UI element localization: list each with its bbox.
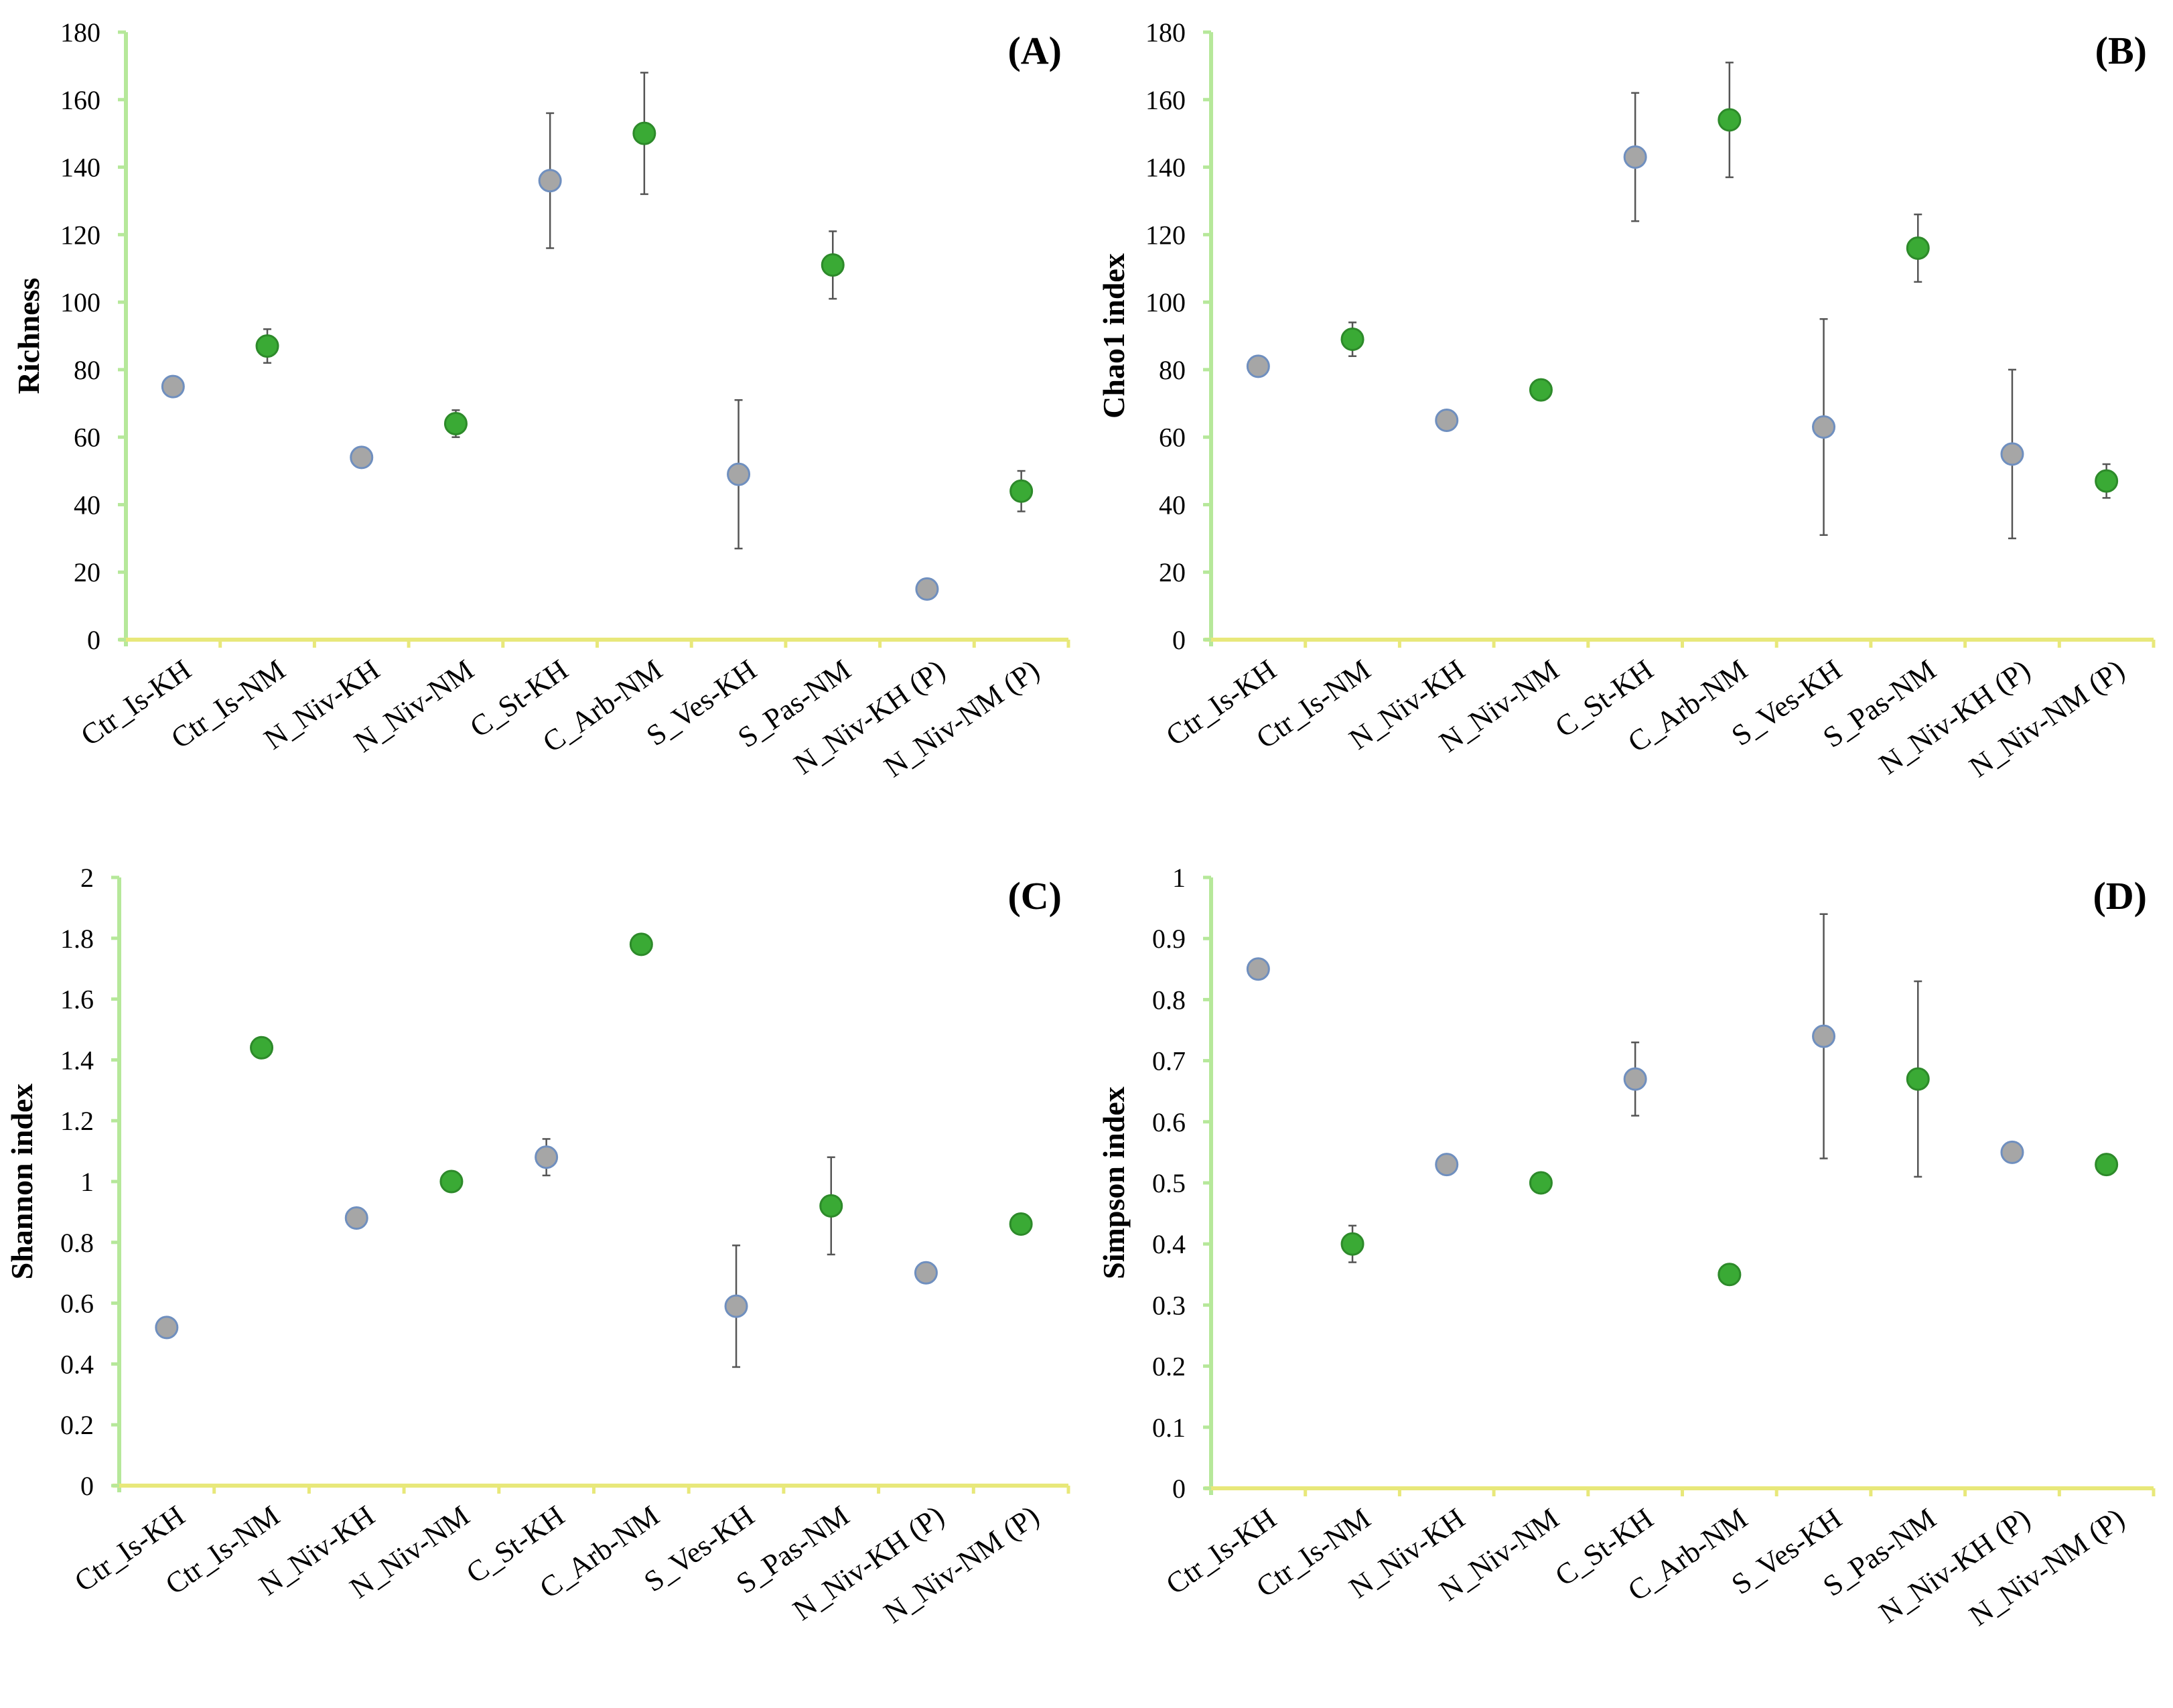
y-axis-title: Richness bbox=[11, 278, 46, 395]
y-tick-label: 20 bbox=[1159, 557, 1186, 587]
data-point bbox=[2000, 1140, 2024, 1164]
y-tick-label: 0.7 bbox=[1152, 1046, 1186, 1076]
y-tick-label: 0.9 bbox=[1152, 924, 1186, 954]
y-tick-label: 180 bbox=[1145, 17, 1186, 48]
y-tick-label: 0.8 bbox=[60, 1228, 94, 1258]
data-point bbox=[535, 1145, 559, 1169]
data-point bbox=[1246, 957, 1270, 981]
data-point bbox=[443, 412, 468, 436]
data-point bbox=[629, 932, 653, 956]
y-tick-label: 0 bbox=[1172, 1474, 1186, 1504]
data-point bbox=[350, 445, 374, 470]
y-tick-label: 0.2 bbox=[60, 1410, 94, 1440]
data-point bbox=[2095, 1153, 2119, 1177]
y-tick-label: 40 bbox=[74, 490, 100, 520]
y-tick-label: 0.6 bbox=[1152, 1107, 1186, 1137]
data-point bbox=[155, 1315, 179, 1340]
y-tick-label: 60 bbox=[1159, 423, 1186, 453]
panel-b: 020406080100120140160180Ctr_Is-KHCtr_Is-… bbox=[1097, 17, 2156, 784]
data-point bbox=[819, 1194, 843, 1218]
data-point bbox=[1623, 145, 1647, 169]
data-point bbox=[255, 334, 279, 358]
data-point bbox=[632, 121, 656, 145]
data-point bbox=[1435, 408, 1459, 432]
data-point bbox=[915, 577, 939, 601]
y-tick-label: 140 bbox=[60, 153, 100, 183]
data-point bbox=[161, 374, 185, 399]
y-tick-label: 180 bbox=[60, 17, 100, 48]
y-tick-label: 160 bbox=[1145, 85, 1186, 115]
data-point bbox=[538, 169, 562, 193]
data-point bbox=[1812, 415, 1836, 439]
data-point bbox=[2000, 442, 2024, 466]
y-tick-label: 100 bbox=[1145, 287, 1186, 317]
y-tick-label: 160 bbox=[60, 85, 100, 115]
data-point bbox=[1718, 1263, 1742, 1287]
y-tick-label: 0.4 bbox=[60, 1349, 94, 1379]
data-point bbox=[727, 462, 751, 486]
y-tick-label: 2 bbox=[80, 863, 94, 893]
y-tick-label: 0.6 bbox=[60, 1289, 94, 1319]
data-point bbox=[1529, 1171, 1553, 1195]
data-point bbox=[1009, 1212, 1033, 1236]
data-point bbox=[1623, 1067, 1647, 1091]
data-point bbox=[1340, 1232, 1364, 1256]
y-axis-title: Simpson index bbox=[1097, 1086, 1131, 1279]
panel-a: 020406080100120140160180Ctr_Is-KHCtr_Is-… bbox=[11, 17, 1070, 784]
data-point bbox=[1435, 1153, 1459, 1177]
y-tick-label: 1.4 bbox=[60, 1045, 94, 1075]
y-tick-label: 0 bbox=[87, 625, 100, 655]
y-tick-label: 60 bbox=[74, 423, 100, 453]
y-axis-title: Chao1 index bbox=[1097, 253, 1131, 419]
data-point bbox=[1906, 1067, 1930, 1091]
y-tick-label: 80 bbox=[74, 355, 100, 385]
y-tick-label: 0.3 bbox=[1152, 1290, 1186, 1320]
data-point bbox=[1812, 1024, 1836, 1048]
y-tick-label: 0.2 bbox=[1152, 1352, 1186, 1382]
panel-title: (C) bbox=[1007, 874, 1062, 918]
data-point bbox=[1906, 236, 1930, 260]
y-tick-label: 0 bbox=[1172, 625, 1186, 655]
y-tick-label: 0 bbox=[80, 1471, 94, 1501]
y-tick-label: 1.6 bbox=[60, 985, 94, 1015]
y-tick-label: 40 bbox=[1159, 490, 1186, 520]
y-tick-label: 1 bbox=[80, 1167, 94, 1197]
y-tick-label: 20 bbox=[74, 557, 100, 587]
data-point bbox=[1529, 378, 1553, 402]
data-point bbox=[250, 1036, 274, 1060]
data-point bbox=[2095, 469, 2119, 493]
panel-d: 00.10.20.30.40.50.60.70.80.91Ctr_Is-KHCt… bbox=[1097, 863, 2156, 1632]
data-point bbox=[1718, 108, 1742, 132]
y-tick-label: 0.4 bbox=[1152, 1229, 1186, 1259]
y-tick-label: 0.1 bbox=[1152, 1413, 1186, 1443]
y-tick-label: 0.5 bbox=[1152, 1168, 1186, 1198]
data-point bbox=[724, 1294, 748, 1318]
data-point bbox=[1340, 328, 1364, 352]
data-point bbox=[1009, 479, 1034, 503]
panel-c: 00.20.40.60.811.21.41.61.82Ctr_Is-KHCtr_… bbox=[5, 863, 1070, 1630]
y-tick-label: 140 bbox=[1145, 153, 1186, 183]
y-tick-label: 100 bbox=[60, 287, 100, 317]
y-axis-title: Shannon index bbox=[5, 1084, 39, 1280]
y-tick-label: 120 bbox=[60, 220, 100, 250]
panel-title: (B) bbox=[2095, 29, 2147, 72]
data-point bbox=[1246, 354, 1270, 378]
data-point bbox=[344, 1206, 368, 1230]
y-tick-label: 0.8 bbox=[1152, 985, 1186, 1015]
y-tick-label: 80 bbox=[1159, 355, 1186, 385]
data-point bbox=[914, 1261, 938, 1285]
panel-title: (D) bbox=[2093, 874, 2147, 918]
panel-title: (A) bbox=[1007, 29, 1062, 72]
y-tick-label: 1.8 bbox=[60, 924, 94, 954]
data-point bbox=[821, 253, 845, 277]
data-point bbox=[439, 1169, 464, 1194]
y-tick-label: 120 bbox=[1145, 220, 1186, 250]
y-tick-label: 1 bbox=[1172, 863, 1186, 893]
y-tick-label: 1.2 bbox=[60, 1106, 94, 1136]
